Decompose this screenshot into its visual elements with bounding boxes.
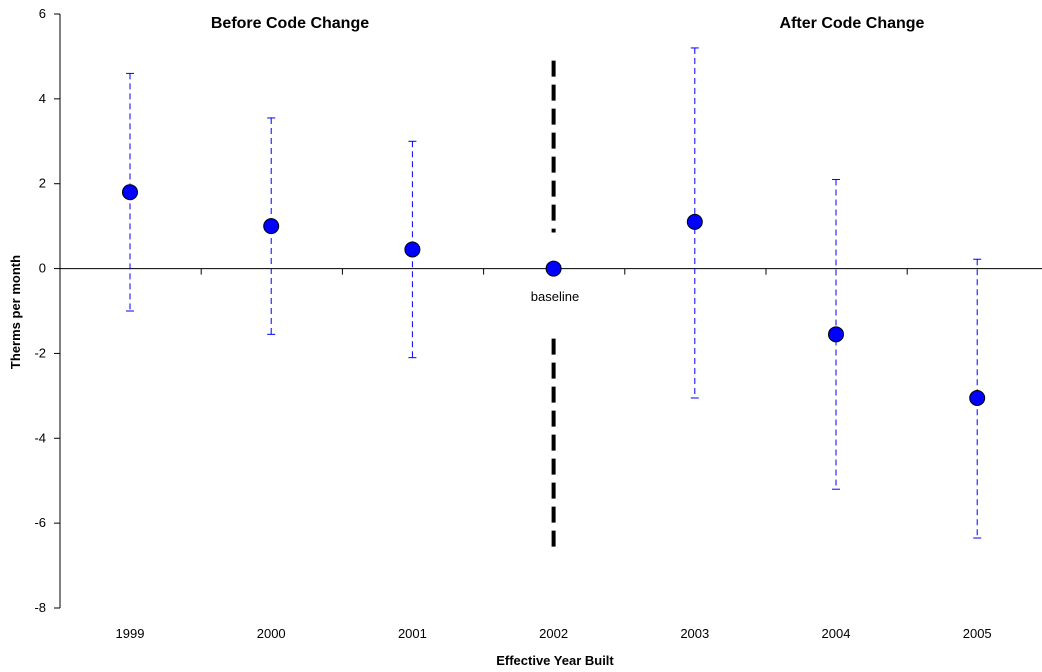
before-annotation: Before Code Change — [211, 15, 369, 32]
error-bar — [973, 258, 982, 539]
data-point — [828, 326, 844, 343]
data-point — [404, 241, 421, 258]
x-tick-label: 2001 — [398, 626, 427, 641]
y-ticks: 6 4 2 0 -2 -4 -6 -8 — [34, 6, 60, 615]
x-tick-label: 2002 — [539, 626, 568, 641]
error-bar — [408, 140, 417, 359]
data-points — [122, 184, 986, 406]
after-annotation: After Code Change — [780, 15, 925, 32]
data-point — [122, 184, 138, 201]
data-point — [263, 218, 280, 235]
y-tick-label: 0 — [39, 261, 46, 276]
x-axis-title: Effective Year Built — [496, 653, 614, 668]
x-tick-label: 2003 — [680, 626, 709, 641]
y-tick-label: -2 — [34, 345, 46, 360]
error-bar — [267, 117, 276, 335]
x-ticks: 1999 2000 2001 2002 2003 2004 2005 — [116, 268, 992, 641]
y-tick-label: -4 — [34, 430, 46, 445]
data-point — [545, 260, 562, 277]
y-axis-title: Therms per month — [8, 255, 23, 369]
y-tick-label: 2 — [39, 176, 46, 191]
plot-area: 6 4 2 0 -2 -4 -6 -8 1999 2000 2001 2002 2003 2004 200… — [34, 6, 1042, 641]
y-tick-label: 6 — [39, 6, 46, 21]
x-tick-label: 2005 — [963, 626, 992, 641]
data-point — [969, 389, 986, 406]
baseline-annotation: baseline — [531, 289, 579, 304]
y-tick-label: 4 — [39, 91, 46, 106]
x-tick-label: 2004 — [822, 626, 851, 641]
y-tick-label: -6 — [34, 515, 46, 530]
data-point — [686, 213, 703, 230]
x-tick-label: 1999 — [116, 626, 145, 641]
y-tick-label: -8 — [34, 600, 46, 615]
error-bar — [126, 72, 134, 312]
x-tick-label: 2000 — [257, 626, 286, 641]
